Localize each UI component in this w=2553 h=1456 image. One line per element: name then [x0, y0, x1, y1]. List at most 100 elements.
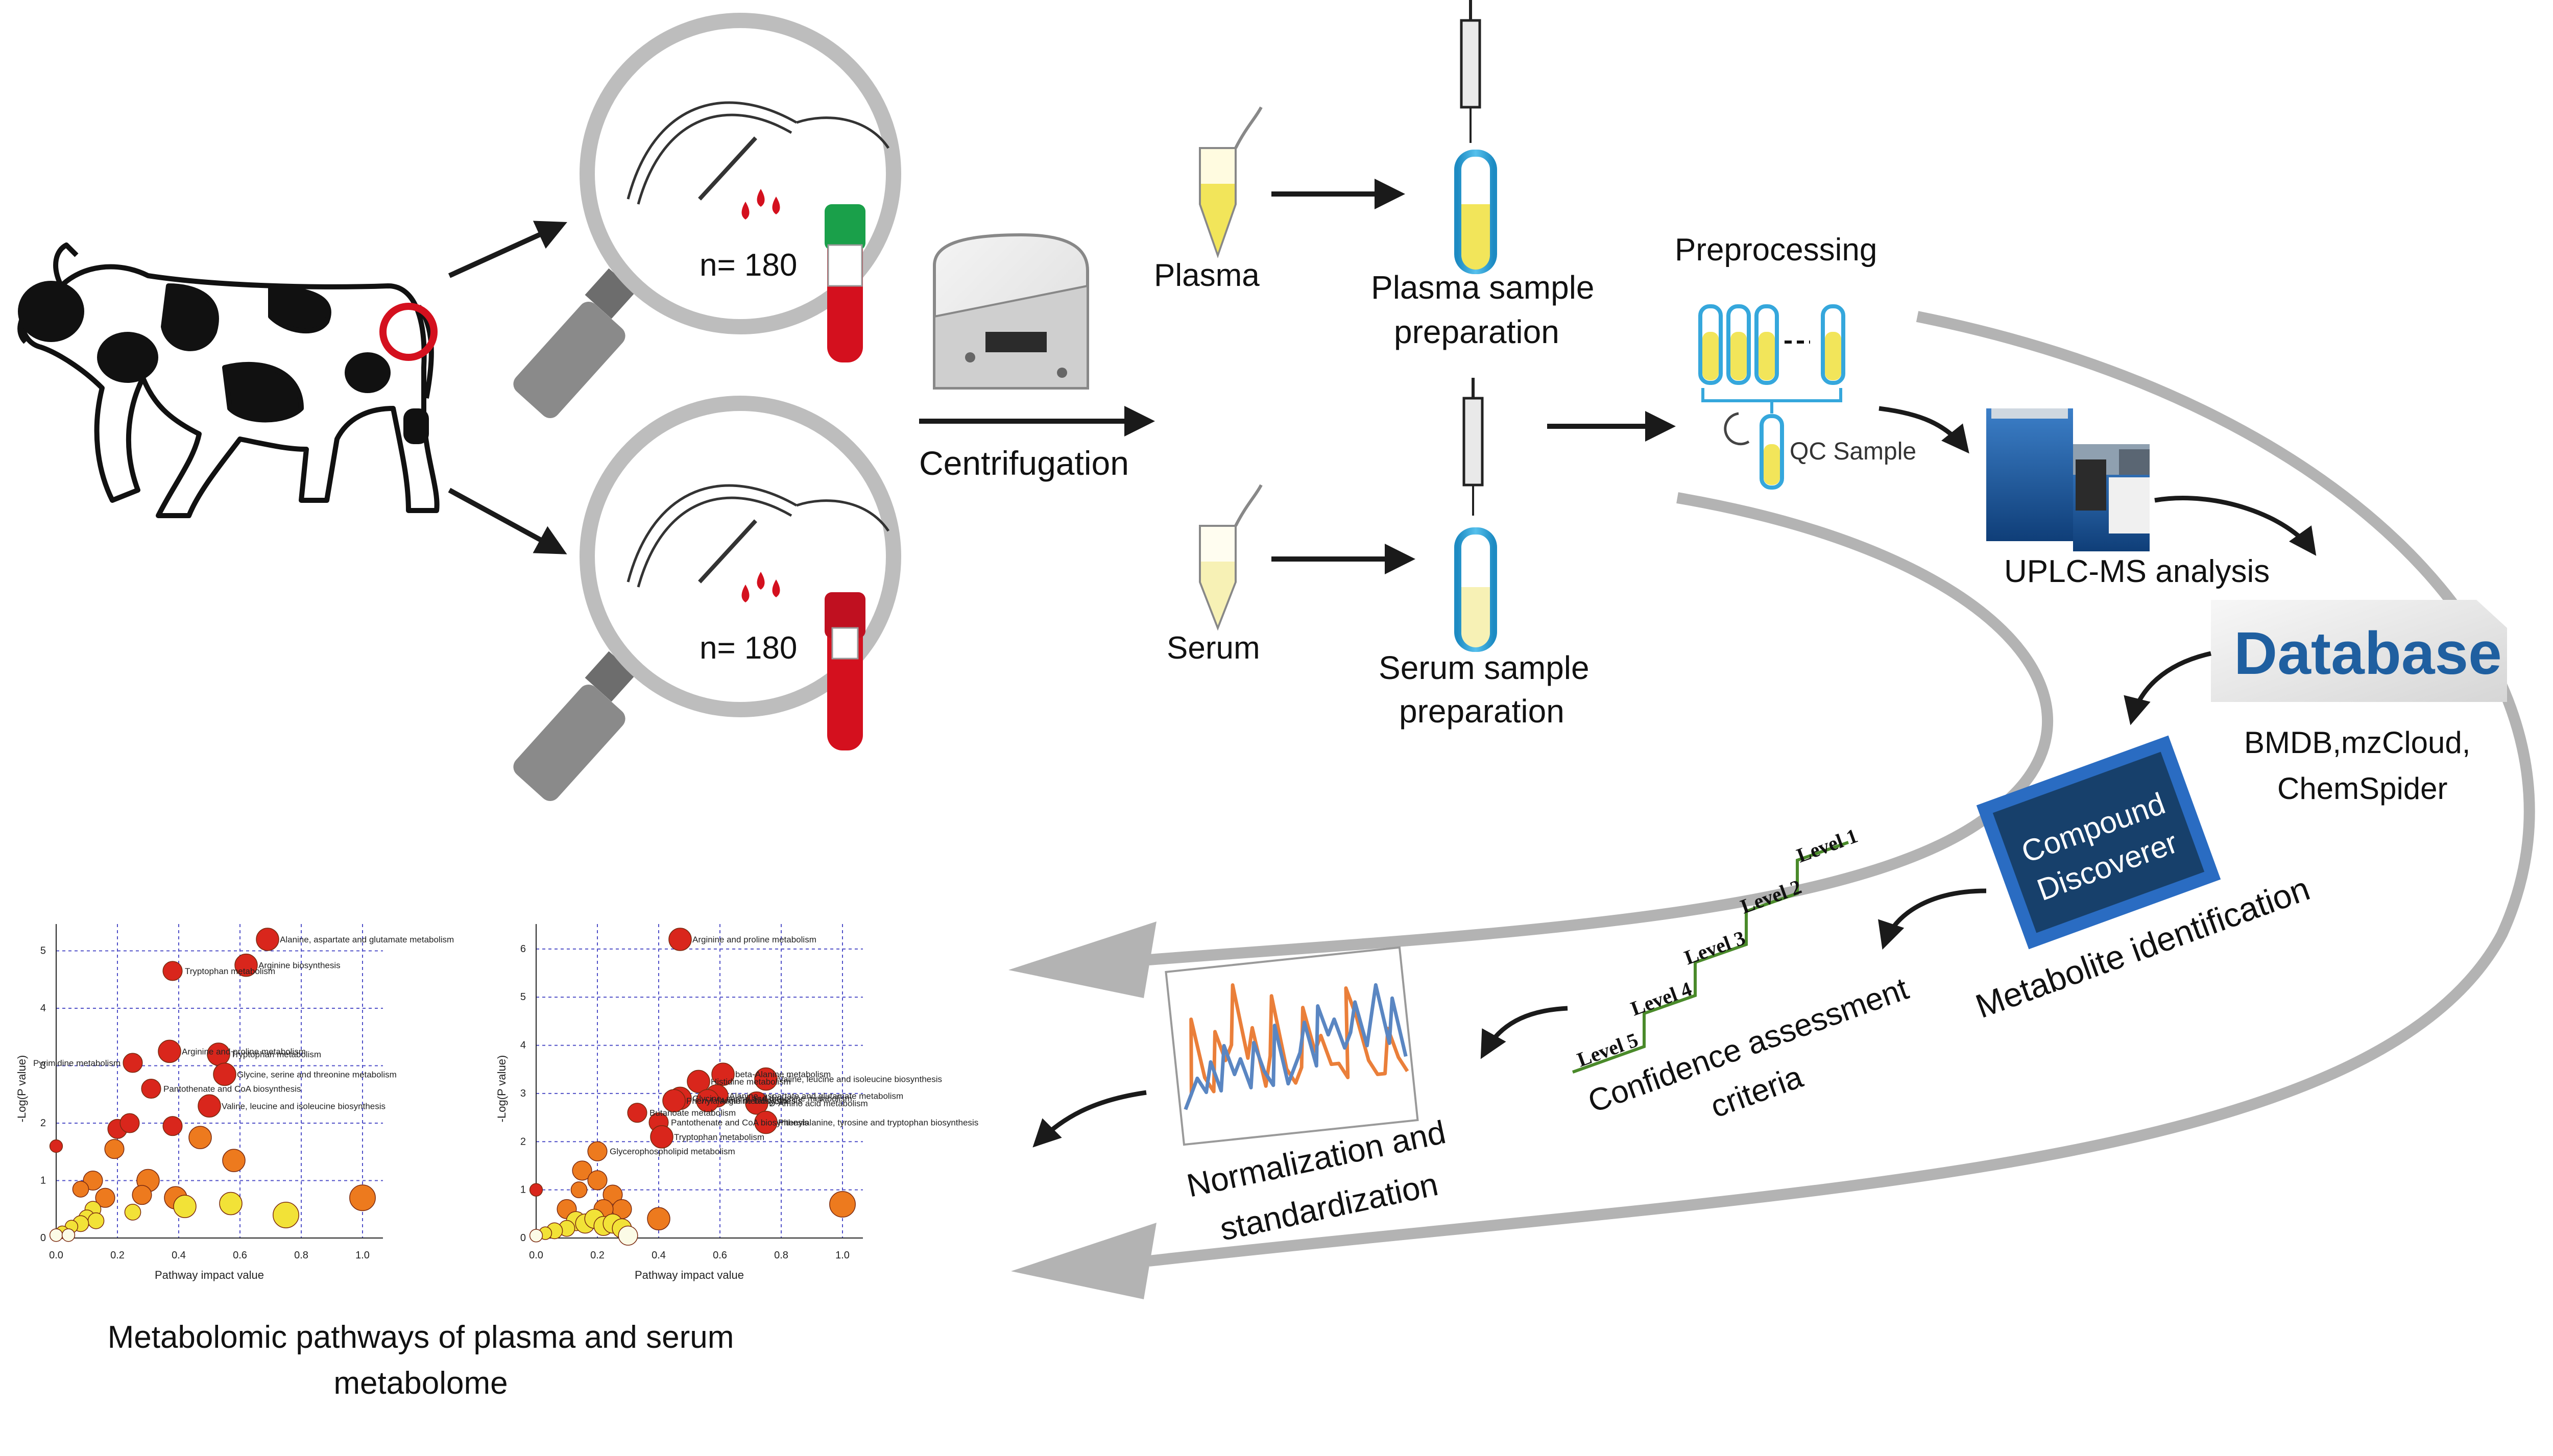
pathway-point — [650, 1125, 673, 1149]
pathway-label: Butanoate metabolism — [649, 1108, 736, 1118]
pathway-point — [618, 1225, 638, 1246]
pathway-point — [829, 1191, 856, 1218]
centrifuge-icon — [933, 233, 1089, 390]
serum-prep-tube — [1454, 527, 1497, 652]
inner-return-arrow — [1148, 492, 2054, 965]
pathway-label: Arginine biosynthesis — [258, 961, 341, 970]
pathway-point — [87, 1212, 105, 1229]
uplc-ms-instrument — [1986, 408, 2150, 551]
pathway-label: Tryptophan metabolism — [674, 1132, 764, 1142]
magnifier-top: n= 180 — [513, 13, 901, 419]
level-5-label: Level 5 — [1574, 1028, 1641, 1071]
pathway-label: Arginine and proline metabolism — [692, 935, 816, 944]
pathway-point — [754, 1110, 778, 1134]
plasma-eppendorf — [1199, 106, 1263, 259]
pathway-label: Glycine, serine and threonine metabolism — [692, 1094, 852, 1103]
pathway-point — [119, 1113, 140, 1133]
pathway-point — [668, 928, 692, 951]
inner-arrowhead — [1008, 921, 1157, 998]
pathway-label: Arginine and proline metabolism — [182, 1047, 306, 1056]
pathway-point — [529, 1183, 543, 1197]
pathway-point — [141, 1078, 161, 1099]
y-tick-label: 4 — [40, 1003, 46, 1014]
level-3-label: Level 3 — [1681, 926, 1748, 969]
pathway-label: Valine, leucine and isoleucine biosynthe… — [222, 1101, 386, 1111]
pathway-point — [188, 1126, 212, 1149]
pathway-label: Tryptophan metabolism — [231, 1050, 321, 1059]
plasma-prep-tube — [1454, 150, 1497, 274]
pathway-point — [49, 1228, 63, 1242]
pathway-point — [61, 1228, 76, 1242]
pathway-point — [256, 928, 279, 951]
pathways-caption-line1: Metabolomic pathways of plasma and serum — [108, 1320, 734, 1355]
level-4-label: Level 4 — [1628, 977, 1695, 1020]
x-tick-label: 0.6 — [713, 1250, 727, 1261]
pathway-point — [83, 1170, 103, 1191]
x-tick-label: 0.6 — [233, 1250, 247, 1261]
pathway-label: Glycerophospholipid metabolism — [610, 1147, 735, 1156]
pathway-point — [158, 1039, 181, 1063]
level-1-label: Level 1 — [1794, 824, 1861, 867]
pathway-point — [162, 1116, 183, 1136]
x-tick-label: 0.0 — [49, 1250, 63, 1261]
y-tick-label: 2 — [520, 1136, 526, 1147]
pathway-plot-serum: 0.0 0.2 0.4 0.6 0.8 1.0 0 1 2 3 4 5 6 Pathway impact … — [495, 924, 978, 1281]
pathway-point — [745, 1091, 768, 1115]
x-tick-label: 1.0 — [835, 1250, 850, 1261]
pathway-point — [219, 1192, 243, 1216]
pathway-point — [72, 1181, 89, 1198]
x-tick-label: 0.8 — [294, 1250, 308, 1261]
databases-list-line1: BMDB,mzCloud, — [2244, 725, 2470, 760]
x-tick-label: 0.4 — [652, 1250, 666, 1261]
sample-count-top: n= 180 — [700, 248, 797, 283]
pathway-point — [627, 1103, 647, 1123]
pathway-label: D-Amino acid metabolism — [769, 1099, 868, 1108]
pathway-point — [124, 1204, 141, 1221]
x-tick-label: 0.4 — [172, 1250, 186, 1261]
pathway-point — [222, 1149, 246, 1172]
pathway-label: beta-Alanine metabolism — [735, 1070, 831, 1079]
database-logo-text: Database — [2234, 620, 2502, 687]
pathway-label: Glycine, serine and threonine metabolism — [237, 1070, 397, 1079]
pathway-point — [132, 1185, 152, 1205]
outer-return-arrow — [1148, 311, 2535, 1267]
pathway-point — [104, 1139, 125, 1159]
pathway-point — [95, 1187, 115, 1208]
pathway-point — [529, 1229, 543, 1243]
pathway-label: Phenylalanine metabolism — [686, 1096, 787, 1106]
plasma-prep-label-line2: preparation — [1394, 313, 1559, 350]
pathway-label: Alanine, aspartate and glutamate metabol… — [280, 935, 454, 944]
centrifugation-label: Centrifugation — [919, 444, 1129, 482]
pathway-point — [123, 1053, 143, 1073]
uplc-label: UPLC-MS analysis — [2004, 554, 2270, 589]
pathway-label: Arginine biosynthesis — [720, 1096, 802, 1106]
preprocessing-label: Preprocessing — [1675, 232, 1877, 268]
pathway-point — [587, 1170, 608, 1191]
normalization-chart — [1165, 946, 1419, 1146]
to-compound-arrow — [2124, 651, 2211, 725]
y-tick-label: 2 — [40, 1118, 46, 1129]
to-pathways-arrow — [1032, 1090, 1147, 1148]
database-logo — [2211, 600, 2507, 702]
x-tick-label: 0.8 — [774, 1250, 788, 1261]
pathway-point — [162, 961, 183, 981]
compound-discoverer-box: Compound Discoverer — [1976, 735, 2221, 950]
y-tick-label: 0 — [40, 1232, 46, 1244]
preprocessing-tubes — [1698, 304, 1845, 490]
y-tick-label: 0 — [520, 1232, 526, 1244]
to-database-arrow — [2154, 496, 2317, 556]
level-2-label: Level 2 — [1738, 875, 1804, 918]
blood-tube-red — [825, 592, 865, 750]
magnifier-bottom: n= 180 — [513, 396, 901, 802]
sample-count-bottom: n= 180 — [700, 630, 797, 666]
pathway-point — [273, 1202, 299, 1228]
qc-sample-label: QC Sample — [1790, 438, 1916, 465]
pathway-point — [696, 1089, 719, 1112]
pathway-label: Pantothenate and CoA biosynthesis — [163, 1084, 301, 1094]
serum-prep-label-line1: Serum sample — [1379, 649, 1589, 686]
pathway-label: Histidine metabolism — [711, 1077, 791, 1086]
y-tick-label: 6 — [520, 943, 526, 955]
pathway-point — [587, 1141, 608, 1161]
